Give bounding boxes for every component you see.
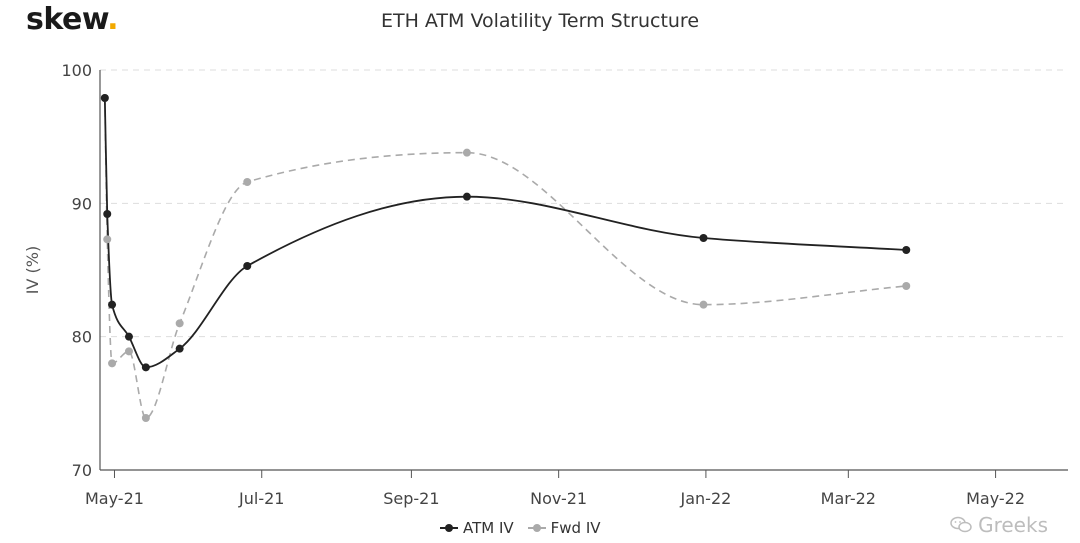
y-tick-label-100: 100 xyxy=(61,61,92,80)
legend-swatch-fwd xyxy=(527,521,546,535)
data-point-fwd xyxy=(462,148,471,157)
x-tick-label-May-21: May-21 xyxy=(85,489,144,508)
y-axis-label: IV (%) xyxy=(23,246,42,294)
data-point-fwd xyxy=(124,347,133,356)
data-point-atm xyxy=(141,363,150,372)
data-point-fwd xyxy=(141,414,150,422)
logo-text: skew xyxy=(26,2,108,37)
y-tick-label-90: 90 xyxy=(72,194,92,213)
data-point-fwd xyxy=(103,235,112,244)
data-point-fwd xyxy=(175,319,184,328)
data-point-fwd xyxy=(699,300,708,309)
x-tick-label-Jan-22: Jan-22 xyxy=(680,489,732,508)
grid-layer xyxy=(100,69,1068,338)
legend: ATM IV Fwd IV xyxy=(440,519,615,537)
label-layer: 70 80 90 100 May-21 Jul-21 Sep-21 Nov-21 Jan-22 M… xyxy=(23,61,1025,508)
x-tick-label-Mar-22: Mar-22 xyxy=(821,489,876,508)
watermark: Greeks xyxy=(950,513,1048,537)
skew-logo: skew. xyxy=(26,2,119,37)
y-tick-label-80: 80 xyxy=(72,328,92,347)
series-line-fwd xyxy=(104,97,907,419)
legend-swatch-atm xyxy=(440,521,458,535)
axis-layer xyxy=(99,70,1068,478)
data-point-atm xyxy=(108,300,117,309)
data-point-fwd xyxy=(902,282,911,290)
series-layer xyxy=(100,94,911,422)
y-tick-label-70: 70 xyxy=(72,461,92,480)
data-point-fwd xyxy=(243,178,252,186)
data-point-atm xyxy=(100,94,109,102)
legend-item-atm[interactable]: ATM IV xyxy=(440,519,514,537)
data-point-atm xyxy=(462,192,471,201)
legend-item-fwd[interactable]: Fwd IV xyxy=(527,519,601,537)
logo-dot: . xyxy=(107,2,119,37)
chart-title: ETH ATM Volatility Term Structure xyxy=(380,10,700,32)
data-point-atm xyxy=(175,344,184,353)
x-tick-label-Sep-21: Sep-21 xyxy=(383,489,439,508)
data-point-atm xyxy=(699,234,708,242)
x-tick-label-May-22: May-22 xyxy=(966,489,1025,508)
legend-label-fwd: Fwd IV xyxy=(550,519,601,537)
data-point-atm xyxy=(243,262,252,270)
x-tick-label-Jul-21: Jul-21 xyxy=(238,489,284,508)
watermark-text: Greeks xyxy=(978,513,1048,537)
x-tick-label-Nov-21: Nov-21 xyxy=(530,489,587,508)
series-line-atm xyxy=(103,97,907,369)
data-point-atm xyxy=(124,332,133,341)
wechat-icon xyxy=(950,516,972,533)
data-point-atm xyxy=(902,246,911,254)
data-point-atm xyxy=(103,210,112,218)
legend-label-atm: ATM IV xyxy=(463,519,514,537)
data-point-fwd xyxy=(108,359,117,368)
